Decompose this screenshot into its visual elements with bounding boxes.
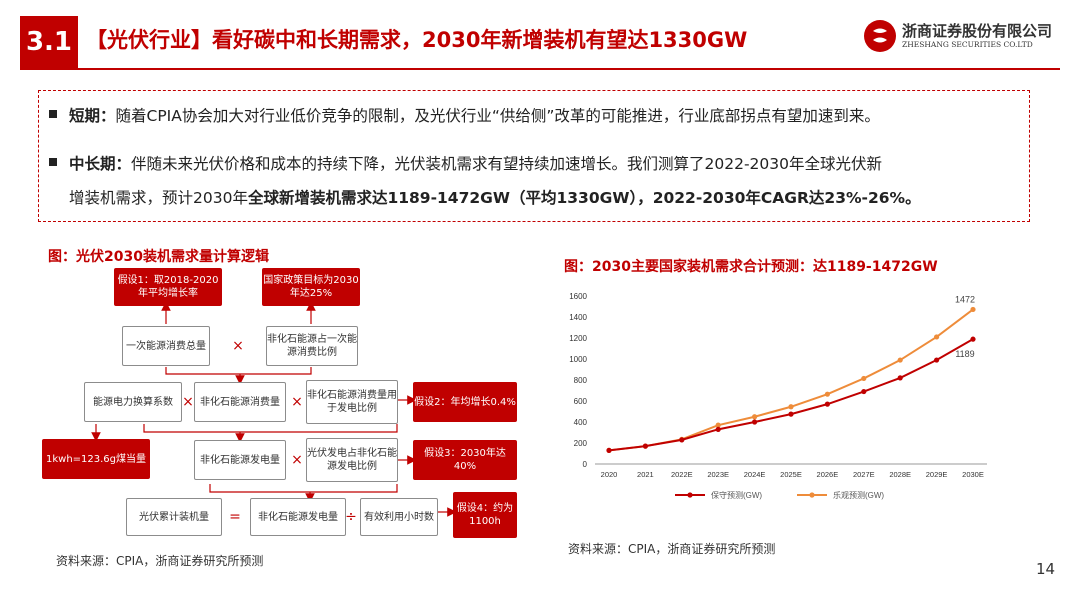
y-tick-label: 0	[583, 460, 588, 469]
short-term-label: 短期：	[69, 107, 116, 125]
mid-long-term-bullet: 中长期：伴随未来光伏价格和成本的持续下降，光伏装机需求有望持续加速增长。我们测算…	[49, 147, 882, 181]
node-nonfossil-power-share: 非化石能源消费量用于发电比例	[306, 380, 398, 424]
y-tick-label: 600	[574, 397, 588, 406]
installation-forecast-chart: 0 200 400 600 800 1000 1200 1400 1600 2020 2021 202…	[569, 292, 987, 500]
node-nonfossil-generation-2: 非化石能源发电量	[250, 498, 346, 536]
node-nonfossil-consumption: 非化石能源消费量	[194, 382, 286, 422]
op-times-2: ×	[182, 394, 194, 410]
x-tick-label: 2027E	[853, 470, 875, 479]
data-point-1	[788, 404, 794, 410]
y-tick-label: 200	[574, 439, 588, 448]
diagram-connectors	[91, 301, 457, 517]
bullet-square-icon	[49, 158, 57, 166]
data-point-1	[934, 334, 940, 340]
x-tick-label: 2029E	[926, 470, 948, 479]
data-point-0	[752, 419, 758, 425]
data-point-1	[715, 422, 721, 428]
legend-marker-0	[687, 492, 693, 498]
x-tick-label: 2023E	[707, 470, 729, 479]
legend-label-0: 保守预测(GW)	[711, 490, 762, 500]
data-point-0	[970, 336, 976, 342]
mid-long-term-line-2: 增装机需求，预计2030年全球新增装机需求达1189-1472GW（平均1330…	[69, 181, 921, 215]
data-point-0	[606, 447, 612, 453]
left-figure-source: 资料来源：CPIA，浙商证券研究所预测	[56, 554, 264, 568]
x-tick-label: 2024E	[744, 470, 766, 479]
logo-mark-icon	[864, 20, 896, 52]
y-tick-label: 1000	[569, 355, 587, 364]
op-times-1: ×	[232, 338, 244, 354]
node-primary-energy: 一次能源消费总量	[122, 326, 210, 366]
mid-long-term-label: 中长期：	[69, 155, 132, 173]
node-nonfossil-generation: 非化石能源发电量	[194, 440, 286, 480]
right-figure-source: 资料来源：CPIA，浙商证券研究所预测	[568, 542, 776, 556]
series-line-0	[608, 338, 974, 452]
y-tick-label: 1200	[569, 334, 587, 343]
page-title: 【光伏行业】看好碳中和长期需求，2030年新增装机有望达1330GW	[86, 28, 748, 52]
data-point-0	[679, 437, 685, 443]
op-times-4: ×	[291, 452, 303, 468]
op-times-3: ×	[291, 394, 303, 410]
data-point-0	[861, 388, 867, 395]
node-power-coefficient: 能源电力换算系数	[84, 382, 182, 422]
node-nonfossil-share: 非化石能源占一次能源消费比例	[266, 326, 358, 366]
y-tick-label: 1400	[569, 313, 587, 322]
y-tick-label: 800	[574, 376, 588, 385]
x-tick-label: 2030E	[962, 470, 984, 479]
node-assumption-1: 假设1：取2018-2020年平均增长率	[114, 268, 222, 306]
data-point-1	[970, 306, 976, 313]
logo-name-cn: 浙商证券股份有限公司	[902, 22, 1053, 40]
data-point-1	[897, 357, 903, 363]
node-coal-equivalent: 1kwh=123.6g煤当量	[42, 439, 150, 479]
data-point-0	[715, 426, 721, 432]
node-pv-share: 光伏发电占非化石能源发电比例	[306, 438, 398, 482]
series-line-1	[608, 308, 974, 452]
end-label-optimistic: 1472	[955, 294, 975, 304]
op-divide: ÷	[345, 509, 357, 525]
page-number: 14	[1036, 560, 1056, 578]
data-point-1	[861, 375, 867, 382]
header-divider	[20, 68, 1060, 70]
logo-name-en: ZHESHANG SECURITIES CO.LTD	[902, 40, 1033, 49]
short-term-text: 随着CPIA协会加大对行业低价竞争的限制，及光伏行业“供给侧”改革的可能推进，行…	[115, 107, 880, 125]
data-point-0	[934, 357, 940, 363]
short-term-bullet: 短期：随着CPIA协会加大对行业低价竞争的限制，及光伏行业“供给侧”改革的可能推…	[49, 99, 880, 133]
x-tick-label: 2020	[601, 470, 618, 479]
x-tick-label: 2026E	[817, 470, 839, 479]
y-tick-label: 400	[574, 418, 588, 427]
section-number: 3.1	[20, 16, 78, 68]
data-point-0	[897, 375, 903, 381]
right-figure-title: 图：2030主要国家装机需求合计预测：达1189-1472GW	[564, 259, 938, 275]
node-pv-cumulative: 光伏累计装机量	[126, 498, 222, 536]
data-point-1	[752, 414, 758, 420]
mid-long-term-text-2: 增装机需求，预计2030年	[69, 189, 248, 207]
x-tick-label: 2025E	[780, 470, 802, 479]
data-point-0	[788, 411, 794, 417]
node-utilization-hours: 有效利用小时数	[360, 498, 438, 536]
node-assumption-4: 假设4：约为1100h	[453, 492, 517, 538]
left-figure-title: 图：光伏2030装机需求量计算逻辑	[48, 249, 269, 265]
node-assumption-3: 假设3：2030年达40%	[413, 440, 517, 480]
x-tick-label: 2022E	[671, 470, 693, 479]
x-tick-label: 2028E	[889, 470, 911, 479]
x-tick-label: 2021	[637, 470, 654, 479]
mid-long-term-highlight: 全球新增装机需求达1189-1472GW（平均1330GW），2022-2030…	[247, 189, 921, 207]
data-point-1	[824, 391, 830, 397]
calculation-logic-diagram: 假设1：取2018-2020年平均增长率 国家政策目标为2030年达25% 一次…	[40, 262, 530, 542]
company-logo: 浙商证券股份有限公司 ZHESHANG SECURITIES CO.LTD	[864, 20, 1054, 56]
y-tick-label: 1600	[569, 292, 587, 301]
end-label-conservative: 1189	[955, 349, 974, 359]
legend-label-1: 乐观预测(GW)	[833, 490, 884, 500]
op-equals: =	[229, 509, 241, 525]
legend-marker-1	[809, 492, 815, 498]
node-assumption-2: 假设2：年均增长0.4%	[413, 382, 517, 422]
mid-long-term-text-1: 伴随未来光伏价格和成本的持续下降，光伏装机需求有望持续加速增长。我们测算了202…	[131, 155, 883, 173]
node-policy-target: 国家政策目标为2030年达25%	[262, 268, 360, 306]
data-point-0	[824, 401, 830, 407]
data-point-0	[642, 443, 648, 449]
summary-box: 短期：随着CPIA协会加大对行业低价竞争的限制，及光伏行业“供给侧”改革的可能推…	[38, 90, 1030, 222]
bullet-square-icon	[49, 110, 57, 118]
